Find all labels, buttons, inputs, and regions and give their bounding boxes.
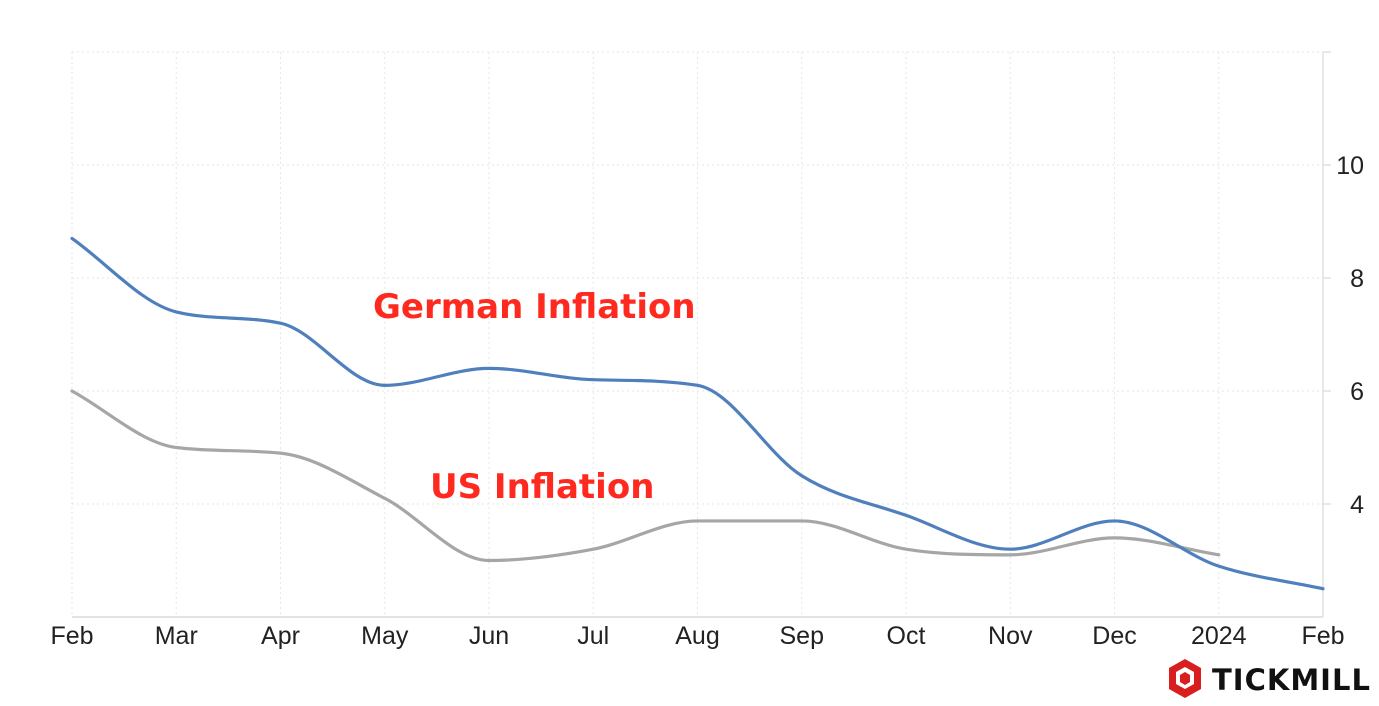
x-tick-label: Apr — [261, 622, 300, 650]
x-tick-label: Aug — [675, 622, 719, 650]
series-line-us-inflation — [70, 389, 1221, 563]
y-tick-label: 8 — [1350, 265, 1364, 293]
x-tick-label: Jul — [577, 622, 609, 650]
x-tick-label: Jun — [469, 622, 509, 650]
x-tick-label: 2024 — [1191, 622, 1247, 650]
annotations: German Inflation US Inflation — [373, 287, 696, 507]
x-tick-label: Feb — [1301, 622, 1344, 650]
grid — [71, 51, 1324, 617]
series-lines — [70, 236, 1325, 591]
y-tick-label: 6 — [1350, 378, 1364, 406]
tickmill-logo-icon — [1169, 659, 1201, 698]
x-tick-label: Oct — [887, 622, 926, 650]
annotation-german-inflation: German Inflation — [373, 287, 696, 327]
x-tick-label: Feb — [50, 622, 93, 650]
y-tick-label: 4 — [1350, 491, 1364, 519]
x-tick-label: Dec — [1092, 622, 1136, 650]
series-line-german-inflation — [70, 236, 1325, 591]
x-tick-label: May — [361, 622, 409, 650]
annotation-us-inflation: US Inflation — [430, 467, 654, 507]
logo-text: TICKMILL — [1212, 663, 1371, 697]
axes: Feb Mar Apr May Jun Jul Aug Sep Oct Nov Dec 2024 Feb… — [50, 51, 1364, 650]
y-tick-label: 10 — [1336, 152, 1364, 180]
x-tick-label: Nov — [988, 622, 1033, 650]
tickmill-logo: TICKMILL — [1169, 659, 1371, 698]
x-tick-label: Sep — [780, 622, 824, 650]
x-tick-label: Mar — [155, 622, 198, 650]
